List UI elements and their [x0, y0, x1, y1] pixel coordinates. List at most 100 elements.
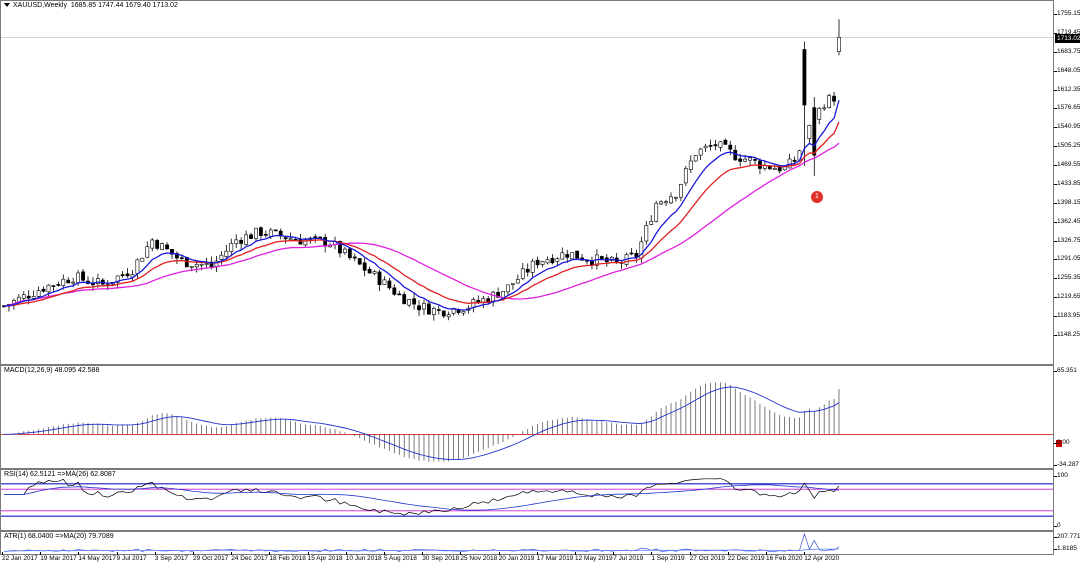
price-axis-label: 1540.95 — [1054, 123, 1080, 131]
atr-axis-label: 207.7715 — [1053, 533, 1080, 540]
price-axis-label: 1683.75 — [1054, 47, 1080, 55]
macd-pane[interactable]: MACD(12,26,9) 48.095 42.588 — [0, 365, 1054, 469]
rsi-label: RSI(14) 62.5121 =>MA(26) 62.8087 — [4, 471, 116, 478]
candle-body — [683, 168, 688, 184]
candle-body — [313, 236, 318, 238]
candle-body — [743, 158, 748, 162]
candle-body — [723, 139, 728, 145]
candle-body — [81, 271, 85, 281]
price-axis-label: 1291.05 — [1054, 255, 1080, 263]
candle-body — [402, 294, 407, 305]
candle-body — [664, 201, 668, 204]
candle-body — [827, 95, 832, 108]
candle-body — [367, 268, 372, 274]
price-axis-label: 1576.65 — [1054, 104, 1080, 112]
candle-body — [377, 271, 382, 286]
rsi-axis-label: 0 — [1054, 522, 1061, 529]
time-axis-label: 30 Sep 2018 — [422, 552, 460, 562]
candle-body — [150, 239, 155, 249]
atr-ma-line — [3, 548, 840, 552]
candle-body — [540, 261, 545, 265]
candle-body — [515, 279, 520, 284]
candle-body — [209, 261, 214, 268]
candle-body — [387, 280, 392, 289]
candle-body — [713, 144, 718, 147]
candle-body — [772, 168, 777, 170]
price-axis-label: 1469.55 — [1054, 161, 1080, 169]
candle-body — [61, 278, 66, 286]
candle-body — [357, 258, 362, 265]
event-marker[interactable]: 1 — [811, 191, 823, 203]
candle-body — [224, 250, 229, 257]
candle-body — [130, 274, 135, 278]
price-axis-label: 1362.45 — [1054, 217, 1080, 225]
candle-body — [506, 284, 510, 293]
candle-body — [115, 275, 120, 283]
candle-body — [145, 246, 150, 258]
candle-body — [170, 248, 174, 255]
time-axis-label: 29 Oct 2017 — [193, 552, 229, 562]
atr-pane[interactable]: ATR(1) 68.0400 =>MA(20) 79.7089 — [0, 531, 1054, 555]
candle-body — [525, 268, 530, 273]
candle-body — [792, 159, 797, 162]
candle-body — [338, 241, 342, 254]
candle-body — [372, 271, 377, 274]
candle-body — [822, 107, 827, 110]
candle-body — [362, 262, 367, 271]
candle-body — [343, 248, 347, 254]
time-axis-label: 10 Jun 2018 — [345, 552, 382, 562]
time-axis-label: 19 Mar 2017 — [40, 552, 77, 562]
candle-body — [160, 243, 165, 250]
time-axis-label: 18 Feb 2018 — [269, 552, 306, 562]
collapse-icon[interactable] — [4, 3, 10, 8]
candle-body — [446, 314, 451, 318]
rsi-line — [4, 478, 840, 516]
candle-body — [575, 250, 580, 259]
candle-body — [323, 237, 328, 247]
rsi-chart-svg — [1, 478, 1053, 517]
candle-body — [718, 141, 723, 148]
current-price-tag: 1713.02 — [1055, 34, 1080, 43]
candle-body — [125, 273, 130, 277]
candle-body — [738, 158, 743, 162]
price-axis[interactable]: 1713.02 1755.15 1719.45 1683.75 1648.05 1612… — [1053, 0, 1080, 567]
candle-body — [76, 272, 81, 284]
candle-body — [175, 253, 179, 259]
macd-chart-svg — [1, 382, 1053, 462]
candle-body — [273, 229, 278, 232]
price-axis-label: 1433.85 — [1054, 179, 1080, 187]
candle-body — [249, 234, 253, 239]
candle-body — [693, 155, 698, 162]
candle-body — [234, 239, 239, 244]
candle-body — [71, 281, 76, 284]
price-chart-pane[interactable]: XAUUSD,Weekly 1685.85 1747.44 1679.40 17… — [0, 0, 1054, 365]
price-axis-label: 1219.65 — [1054, 293, 1080, 301]
candle-body — [179, 257, 184, 259]
rsi-pane[interactable]: RSI(14) 62.5121 =>MA(26) 62.8087 — [0, 469, 1054, 531]
candle-body — [461, 311, 466, 314]
price-axis-label: 1755.15 — [1054, 10, 1080, 17]
time-axis-label: 14 May 2017 — [78, 552, 116, 562]
candle-body — [817, 107, 822, 120]
time-axis[interactable]: 22 Jan 2017 19 Mar 2017 14 May 2017 9 Jul 2… — [0, 552, 1054, 567]
atr-chart-svg — [3, 532, 840, 553]
price-axis-label: 1148.25 — [1053, 331, 1080, 338]
candle-body — [155, 240, 160, 249]
candle-body — [511, 283, 515, 286]
ohlc-readout: 1685.85 1747.44 1679.40 1713.02 — [70, 2, 178, 9]
macd-zero-tag — [1056, 440, 1062, 447]
candle-body — [441, 310, 446, 317]
candle-body — [837, 36, 841, 52]
price-axis-label: 1398.15 — [1054, 198, 1080, 206]
candle-body — [555, 258, 560, 262]
candle-body — [268, 229, 273, 237]
candle-body — [530, 260, 535, 273]
candle-body — [254, 227, 258, 239]
candle-body — [352, 256, 357, 259]
price-axis-label: 1326.75 — [1054, 236, 1080, 244]
time-axis-label: 25 Nov 2018 — [460, 552, 498, 562]
time-axis-label: 1 Sep 2019 — [651, 552, 685, 562]
ma-slow-line — [3, 142, 840, 307]
price-axis-label: 1612.35 — [1054, 85, 1080, 93]
candle-body — [56, 284, 61, 286]
